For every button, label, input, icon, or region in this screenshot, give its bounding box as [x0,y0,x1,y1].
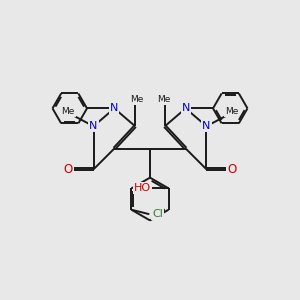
Text: N: N [202,121,211,131]
Text: N: N [182,103,190,113]
Text: Me: Me [157,95,170,104]
Text: HO: HO [134,183,151,193]
Text: N: N [110,103,118,113]
Text: Me: Me [61,107,75,116]
Text: N: N [89,121,98,131]
Text: Cl: Cl [152,209,163,219]
Text: O: O [64,163,73,176]
Text: Me: Me [130,95,143,104]
Text: Me: Me [225,107,238,116]
Text: O: O [227,163,236,176]
